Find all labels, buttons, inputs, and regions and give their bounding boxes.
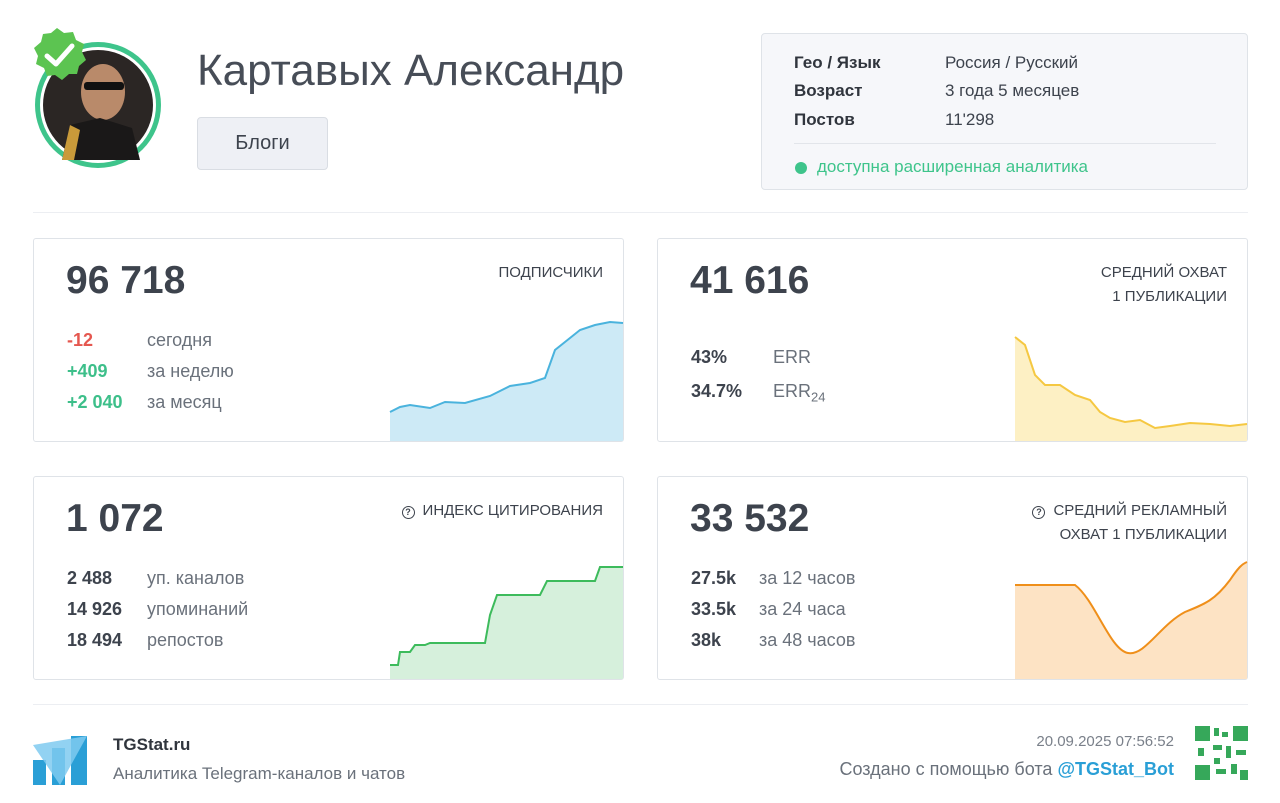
logo-bar bbox=[52, 748, 65, 785]
help-icon[interactable]: ? bbox=[401, 506, 415, 519]
stat-label: за месяц bbox=[147, 392, 222, 412]
stat-value: 33.5k bbox=[691, 599, 737, 619]
logo-bar bbox=[33, 760, 46, 785]
avatar-epaulette bbox=[62, 125, 80, 160]
stat-value: +2 040 bbox=[67, 392, 123, 412]
qr-cell bbox=[1240, 770, 1248, 780]
avatar bbox=[43, 50, 153, 160]
stat-value: 27.5k bbox=[691, 568, 737, 588]
card-title-line: ИНДЕКС ЦИТИРОВАНИЯ bbox=[422, 502, 603, 519]
info-value: 11'298 bbox=[945, 110, 995, 129]
card-title: ПОДПИСЧИКИ bbox=[499, 261, 603, 285]
qr-cell bbox=[1198, 748, 1204, 756]
status-text: доступна расширенная аналитика bbox=[817, 157, 1088, 176]
divider bbox=[33, 704, 1248, 705]
stat-label-text: ERR bbox=[773, 381, 812, 401]
info-separator bbox=[794, 143, 1216, 144]
avatar-gap bbox=[40, 47, 156, 163]
stat-label-sub: 24 bbox=[811, 389, 826, 405]
stat-label: за 48 часов bbox=[759, 630, 856, 650]
stat-card: 1 072 ? ИНДЕКС ЦИТИРОВАНИЯ 2 488 уп. кана… bbox=[33, 476, 624, 680]
card-value: 96 718 bbox=[66, 259, 186, 302]
logo-plane bbox=[33, 736, 87, 785]
avatar-body bbox=[62, 118, 140, 160]
category-tag[interactable]: Блоги bbox=[197, 117, 328, 170]
stat-value: +409 bbox=[67, 361, 108, 381]
status-dot bbox=[795, 162, 807, 174]
credit: Создано с помощью бота @TGStat_Bot bbox=[839, 759, 1174, 780]
avatar-face bbox=[81, 64, 125, 120]
qr-cell bbox=[1222, 732, 1228, 737]
card-title-line: СРЕДНИЙ РЕКЛАМНЫЙ bbox=[1053, 502, 1227, 519]
stat-label: за неделю bbox=[147, 361, 234, 381]
credit-text: Создано с помощью бота bbox=[839, 759, 1053, 779]
info-label: Гео / Язык bbox=[794, 53, 881, 72]
qr-code bbox=[1195, 726, 1248, 780]
card-value: 41 616 bbox=[690, 259, 810, 302]
qr-cell bbox=[1231, 764, 1237, 774]
card-title-line: ОХВАТ 1 ПУБЛИКАЦИИ bbox=[1059, 526, 1227, 543]
stat-label: за 12 часов bbox=[759, 568, 856, 588]
card-title: СРЕДНИЙ ОХВАТ 1 ПУБЛИКАЦИИ bbox=[1101, 261, 1227, 309]
qr-cell bbox=[1226, 746, 1231, 758]
stat-value: 14 926 bbox=[67, 599, 123, 619]
card-title-line: СРЕДНИЙ ОХВАТ bbox=[1100, 264, 1227, 281]
info-box: Гео / Язык Россия / Русский Возраст 3 го… bbox=[761, 33, 1248, 190]
help-icon[interactable]: ? bbox=[1032, 506, 1046, 519]
bot-link[interactable]: @TGStat_Bot bbox=[1057, 759, 1174, 779]
verified-check bbox=[44, 43, 75, 67]
qr-corner bbox=[1195, 765, 1210, 780]
stat-value: 43% bbox=[691, 347, 728, 367]
stat-label: упоминаний bbox=[147, 599, 249, 619]
stat-label: ERR bbox=[773, 347, 812, 367]
qr-cell bbox=[1214, 728, 1219, 736]
card-value: 33 532 bbox=[690, 497, 810, 540]
site-tagline: Аналитика Telegram-каналов и чатов bbox=[113, 764, 406, 783]
card-title-line: ПОДПИСЧИКИ bbox=[498, 264, 603, 281]
qr-cell bbox=[1213, 745, 1222, 750]
timestamp: 20.09.2025 07:56:52 bbox=[1036, 733, 1174, 750]
stat-label: репостов bbox=[147, 630, 224, 650]
stat-label: ERR24 bbox=[773, 381, 825, 405]
stat-value: 34.7% bbox=[691, 381, 743, 401]
card-title-line: 1 ПУБЛИКАЦИИ bbox=[1112, 288, 1227, 305]
qr-cell bbox=[1236, 750, 1246, 755]
info-value: 3 года 5 месяцев bbox=[945, 81, 1080, 100]
avatar-ring bbox=[35, 42, 161, 168]
card-title: ? СРЕДНИЙ РЕКЛАМНЫЙ ОХВАТ 1 ПУБЛИКАЦИИ bbox=[1032, 499, 1227, 547]
logo bbox=[33, 736, 87, 785]
stat-label: за 24 часа bbox=[759, 599, 846, 619]
channel-name: Картавых Александр bbox=[197, 46, 625, 95]
stat-card: 96 718 ПОДПИСЧИКИ -12 сегодня +409 за не… bbox=[33, 238, 624, 442]
info-label: Возраст bbox=[794, 81, 863, 100]
qr-corner bbox=[1233, 726, 1248, 741]
stat-card: 41 616 СРЕДНИЙ ОХВАТ 1 ПУБЛИКАЦИИ 43% ERR… bbox=[657, 238, 1248, 442]
divider bbox=[33, 212, 1248, 213]
logo-bar bbox=[71, 736, 87, 785]
info-label: Постов bbox=[794, 110, 855, 129]
qr-cell bbox=[1216, 769, 1226, 774]
avatar-glasses bbox=[84, 82, 124, 90]
stat-value: 2 488 bbox=[67, 568, 113, 588]
stat-label: сегодня bbox=[147, 330, 212, 350]
stat-value: 18 494 bbox=[67, 630, 123, 650]
card-value: 1 072 bbox=[66, 497, 164, 540]
stat-value: -12 bbox=[67, 330, 94, 350]
info-value: Россия / Русский bbox=[945, 53, 1078, 72]
qr-corner bbox=[1195, 726, 1210, 741]
verified-badge bbox=[34, 28, 86, 80]
stat-label: уп. каналов bbox=[147, 568, 245, 588]
stat-card: 33 532 ? СРЕДНИЙ РЕКЛАМНЫЙ ОХВАТ 1 ПУБЛИКА… bbox=[657, 476, 1248, 680]
site-name[interactable]: TGStat.ru bbox=[113, 735, 191, 754]
qr-cell bbox=[1214, 758, 1220, 764]
stat-value: 38k bbox=[691, 630, 722, 650]
card-title: ? ИНДЕКС ЦИТИРОВАНИЯ bbox=[401, 499, 603, 523]
